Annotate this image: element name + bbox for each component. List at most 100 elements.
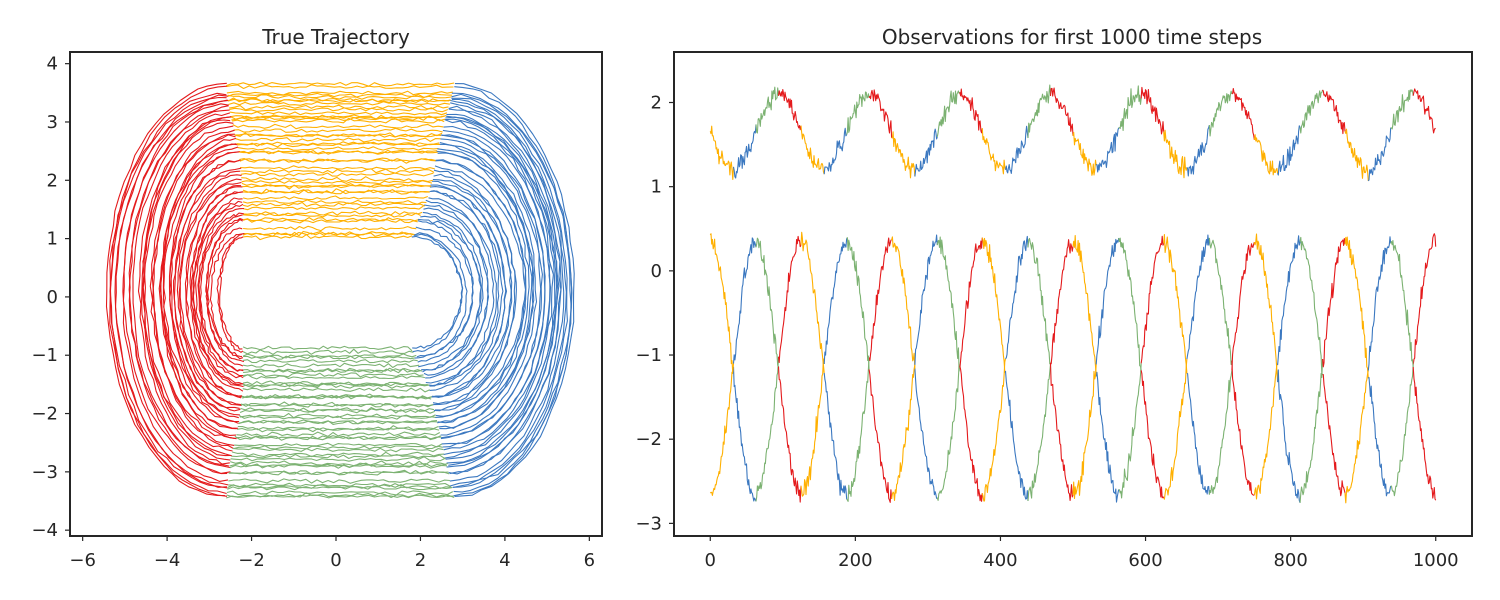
observation-series-3-segment (959, 365, 983, 502)
trajectory-right-segment (438, 143, 533, 430)
right-x-tick-label: 1000 (1413, 550, 1459, 571)
trajectory-left-segment (185, 184, 243, 397)
right-y-tick-label: −3 (635, 513, 662, 534)
trajectory-top-segment (243, 210, 423, 217)
trajectory-top-segment (232, 123, 444, 130)
trajectory-bottom-segment (240, 402, 434, 408)
trajectory-right-segment (445, 116, 556, 464)
observation-series-1-segment (891, 131, 916, 179)
trajectory-bottom-segment (228, 478, 450, 484)
observation-series-3-segment (1208, 237, 1233, 366)
trajectory-top-segment (238, 149, 438, 155)
observation-series-3-segment (1049, 362, 1074, 501)
trajectory-top-segment (242, 201, 426, 207)
observation-series-2-segment (755, 356, 780, 502)
trajectory-top-segment (228, 101, 450, 106)
trajectory-top-segment (226, 90, 453, 96)
trajectory-bottom-segment (242, 387, 431, 393)
trajectory-right-segment (433, 169, 516, 412)
trajectory-left-segment (189, 191, 244, 392)
left-y-tick-label: −1 (31, 345, 58, 366)
observation-series-2-segment (981, 237, 1006, 373)
trajectory-top-segment (242, 231, 414, 237)
observation-series-2-segment (732, 366, 757, 502)
observation-series-2-segment (1072, 234, 1097, 377)
observation-series-1-segment (1004, 125, 1029, 174)
left-y-tick-label: 1 (47, 229, 58, 250)
trajectory-bottom-segment (239, 408, 435, 414)
trajectory-left-segment (169, 159, 240, 419)
observation-series-3-segment (823, 238, 848, 365)
trajectory-right-segment (433, 173, 517, 406)
observation-series-1-segment (846, 91, 870, 135)
trajectory-left-segment (114, 96, 228, 488)
trajectory-bottom-segment (242, 345, 413, 352)
observation-series-3-segment (981, 358, 1007, 502)
right-chart: Observations for first 1000 time steps 0… (635, 25, 1473, 571)
trajectory-left-segment (195, 203, 244, 379)
trajectory-top-segment (241, 176, 433, 183)
trajectory-right-segment (443, 118, 551, 456)
trajectory-left-segment (149, 134, 236, 439)
trajectory-right-segment (436, 150, 530, 424)
trajectory-left-segment (207, 227, 243, 358)
trajectory-right-segment (448, 99, 562, 475)
observation-series-2-segment (1344, 236, 1369, 379)
trajectory-left-segment (105, 82, 227, 497)
trajectory-bottom-segment (234, 442, 443, 448)
observation-series-1-segment (1277, 125, 1301, 176)
observation-series-1-segment (959, 88, 983, 134)
trajectory-top-segment (241, 182, 432, 188)
trajectory-left-segment (114, 99, 229, 486)
observation-series-2-segment (1095, 371, 1120, 503)
trajectory-bottom-segment (243, 359, 418, 364)
trajectory-left-segment (197, 207, 245, 377)
trajectory-right-segment (429, 190, 504, 391)
trajectory-bottom-segment (238, 420, 438, 425)
trajectory-right-segment (427, 197, 495, 387)
trajectory-bottom-segment (231, 451, 445, 458)
observation-series-1-segment (868, 89, 893, 138)
observation-series-3-segment (1118, 237, 1142, 371)
observation-series-3-segment (1027, 237, 1051, 365)
trajectory-left-segment (179, 181, 242, 399)
trajectory-top-segment (234, 132, 443, 138)
observation-series-2-segment (891, 236, 916, 369)
trajectory-right-segment (444, 118, 554, 459)
trajectory-top-segment (242, 199, 427, 205)
observation-series-1-segment (981, 128, 1007, 175)
left-y-tick-label: 2 (47, 170, 58, 191)
left-y-tick-label: 4 (47, 54, 58, 75)
observation-series-2-segment (800, 231, 825, 373)
trajectory-bottom-segment (229, 462, 448, 469)
left-y-tick-label: −3 (31, 462, 58, 483)
observation-series-2-segment (1322, 237, 1346, 368)
trajectory-right-segment (440, 134, 543, 440)
observation-series-1-segment (800, 125, 825, 175)
trajectory-left-segment (160, 137, 237, 440)
trajectory-bottom-segment (228, 470, 450, 476)
trajectory-right-segment (443, 125, 552, 451)
observation-series-2-segment (777, 235, 802, 364)
observation-series-3-segment (1095, 237, 1120, 365)
right-x-tick-label: 0 (705, 550, 716, 571)
trajectory-bottom-segment (227, 482, 451, 488)
observation-series-2-segment (823, 372, 848, 500)
right-observation-lines (709, 84, 1437, 504)
observation-series-3-segment (914, 234, 938, 365)
trajectory-top-segment (242, 188, 430, 195)
observation-series-2-segment (959, 237, 983, 370)
observation-series-3-segment (891, 364, 916, 502)
observation-series-3-segment (1344, 370, 1369, 504)
trajectory-top-segment (226, 81, 455, 87)
trajectory-top-segment (227, 97, 451, 104)
left-x-tick-label: 4 (499, 550, 510, 571)
observation-series-2-segment (914, 368, 938, 499)
trajectory-bottom-segment (239, 414, 437, 420)
observation-series-2-segment (1027, 364, 1052, 502)
observation-series-2-segment (1231, 241, 1255, 371)
left-y-tick-label: 0 (47, 287, 58, 308)
observation-series-1-segment (1072, 131, 1097, 176)
observation-series-3-segment (709, 363, 735, 496)
right-y-tick-label: 0 (651, 261, 662, 282)
